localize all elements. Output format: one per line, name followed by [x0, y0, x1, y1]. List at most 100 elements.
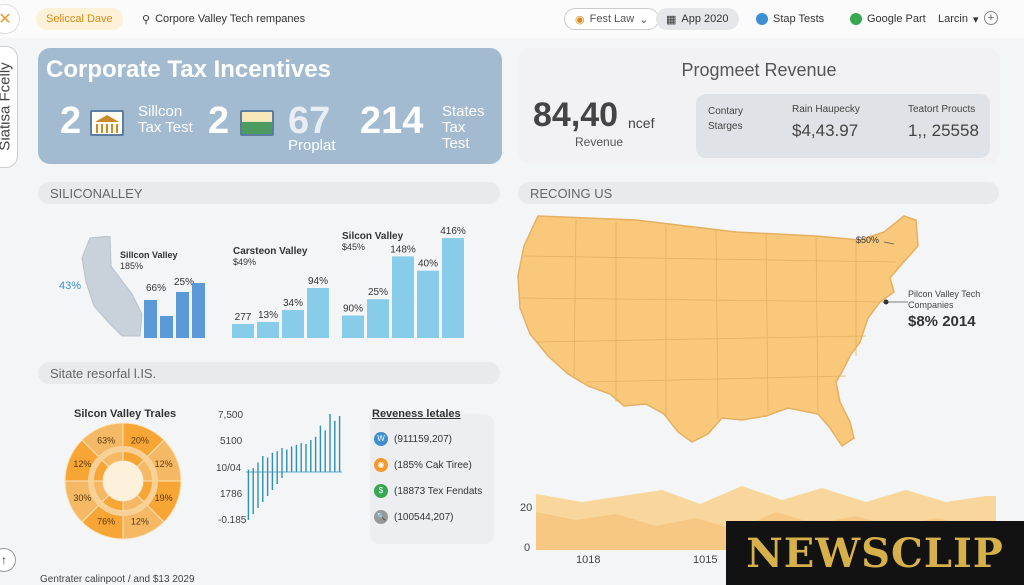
stat-label-1: Contary Starges — [708, 106, 744, 132]
search-icon: ⚲ — [142, 13, 151, 26]
caret-icon: ▾ — [972, 13, 979, 26]
chart3-bar-label: 90% — [343, 304, 363, 315]
chart1-bar — [192, 283, 205, 338]
chart2-bar — [282, 310, 304, 338]
map-callout-value: $8% 2014 — [908, 313, 976, 330]
donut-hole — [103, 461, 143, 501]
chart1-bar — [176, 292, 189, 338]
hero-num-4: 214 — [360, 100, 424, 142]
california-shape — [81, 236, 143, 337]
chart2-bar-label: 13% — [258, 310, 278, 321]
stat-value-2: $4,43.97 — [792, 121, 859, 140]
silicon-chart-2: 277 13% 34% 94% — [232, 276, 329, 338]
recoing-header: RECOING US — [518, 182, 999, 204]
chart3-bar — [367, 299, 389, 338]
google-part-button[interactable]: Google Part — [840, 8, 936, 30]
stat-label-2: Rain Haupecky — [792, 104, 860, 115]
chart2-title: Carsteon Valley — [233, 246, 308, 257]
area-y-label-1: 20 — [520, 502, 533, 514]
stat-value-3: 1,, 25558 — [908, 121, 979, 140]
line-y-label-3: 10/04 — [216, 463, 242, 474]
line-y-label-1: 7,500 — [218, 410, 244, 421]
area-x-label-2: 1015 — [693, 554, 718, 566]
app-button[interactable]: ▦ App 2020 — [656, 8, 739, 30]
hero-num-1: 2 — [60, 100, 82, 142]
chart2-bar-label: 34% — [283, 298, 303, 309]
search-text: Corpore Valley Tech rempanes — [155, 13, 306, 25]
donut-slice-label: 76% — [97, 517, 115, 527]
revenue-big-value: 84,40 — [533, 96, 619, 134]
help-icon[interactable]: ↑ — [0, 548, 16, 572]
chart2-bar — [232, 324, 254, 338]
hero-label-3: Proplat — [288, 137, 336, 154]
legend-item: 🔍 (100544,207) — [374, 510, 454, 524]
line-y-label-5: -0.185 — [218, 515, 247, 526]
watermark-text: NEWSCLIP — [746, 529, 1004, 577]
chart1-bar — [144, 300, 157, 338]
legend-label: (18873 Tex Fendats — [394, 485, 483, 497]
search-box[interactable]: ⚲ Corpore Valley Tech rempanes — [132, 8, 315, 30]
chart3-bar — [417, 270, 439, 338]
chart1-label-2: 25% — [174, 277, 195, 288]
area-x-label-1: 1018 — [576, 554, 601, 566]
legend-label: (911159,207) — [394, 433, 453, 445]
donut-title: Silcon Valley Trales — [74, 408, 177, 420]
filter-dropdown[interactable]: ◉ Fest Law ⌄ — [564, 8, 660, 30]
hero-num-3: 67 — [288, 100, 331, 142]
stap-label: Stap Tests — [773, 13, 825, 25]
calendar-icon: ▦ — [666, 13, 677, 26]
spike-chart — [246, 414, 342, 520]
add-icon[interactable]: + — [984, 11, 998, 25]
legend-panel — [370, 414, 494, 544]
chart3-bar — [392, 256, 414, 338]
donut-inner-ring — [88, 446, 158, 516]
area-y-label-2: 0 — [524, 542, 531, 554]
siliconalley-header: SILICONALLEY — [38, 182, 500, 204]
chart2-bar-label: 94% — [308, 276, 328, 287]
map-callout-top: $50% — [856, 235, 880, 245]
chart3-bar-label: 416% — [440, 226, 466, 237]
line-y-label-2: 5100 — [220, 436, 243, 447]
revenue-title: Progmeet Revenue — [681, 60, 837, 80]
legend-label: (100544,207) — [394, 511, 454, 523]
hero-title: Corporate Tax Incentives — [46, 56, 331, 83]
donut-slice-label: 12% — [155, 459, 173, 469]
line-y-label-4: 1786 — [220, 489, 243, 500]
chart3-title: Silcon Valley — [342, 231, 404, 242]
chart2-sub: $49% — [233, 257, 257, 267]
us-map — [517, 215, 919, 448]
google-icon — [850, 13, 862, 25]
stat-label-3: Teatort Proucts — [908, 104, 976, 115]
legend-icon: $ — [374, 484, 388, 498]
stap-tests-button[interactable]: Stap Tests — [746, 8, 834, 30]
user-label: Larcin — [938, 13, 968, 25]
side-tab-label: Siatisa Fcelly — [0, 62, 14, 151]
donut-slice-label: 30% — [73, 493, 91, 503]
state-header: Sitate resorfal l.IS. — [38, 362, 500, 384]
donut-slice-label: 12% — [131, 517, 149, 527]
side-tab[interactable] — [0, 46, 18, 168]
chart2-bar — [257, 322, 279, 338]
ca-sub: 185% — [120, 261, 144, 271]
state-title: Sitate resorfal l.IS. — [50, 365, 157, 381]
chart1-bar — [160, 316, 173, 338]
landscape-icon — [240, 110, 274, 136]
donut-chart: 20% 12% 19% 12% 76% 30% 12% 63% — [64, 422, 182, 540]
silicon-chart-1 — [144, 283, 205, 338]
chart2-bar — [307, 288, 329, 338]
chevron-down-icon: ⌄ — [639, 13, 649, 26]
user-menu[interactable]: Larcin ▾ — [928, 8, 989, 30]
revenue-big-unit: ncef — [628, 115, 655, 131]
ca-percent: 43% — [59, 280, 82, 292]
filter-label: Fest Law — [589, 13, 635, 25]
legend-label: (185% Cak Tiree) — [394, 459, 472, 471]
brand-pill[interactable]: Seliccal Dave — [36, 8, 123, 30]
hero-label-1: Sillcon Tax Test — [138, 103, 193, 136]
hero-card — [38, 48, 502, 164]
donut-slice-label: 12% — [73, 459, 91, 469]
hero-label-4: States Tax Test — [442, 103, 485, 152]
donut-slice-label: 20% — [131, 435, 149, 445]
legend-title: Reveness letales — [372, 408, 461, 420]
app-label: App 2020 — [681, 13, 729, 25]
donut-slice-label: 63% — [97, 435, 115, 445]
